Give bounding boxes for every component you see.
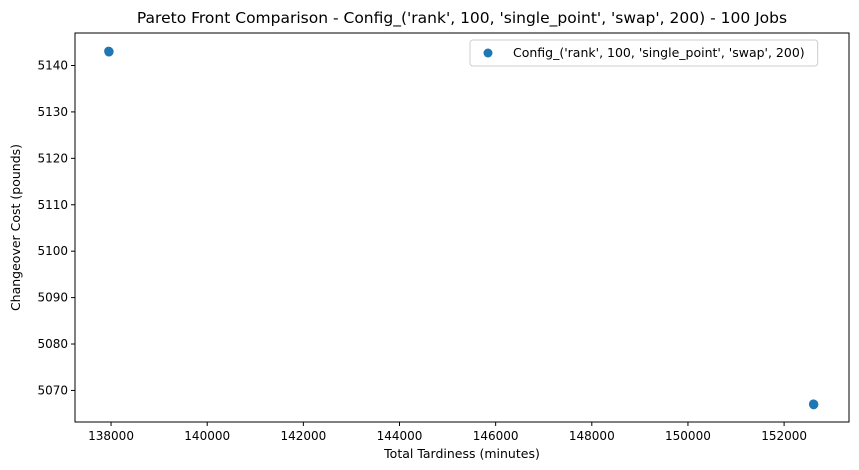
plot-frame bbox=[74, 32, 850, 423]
x-tick-label: 140000 bbox=[184, 429, 230, 443]
legend-entry-label: Config_('rank', 100, 'single_point', 'sw… bbox=[513, 45, 805, 60]
y-tick-label: 5070 bbox=[37, 383, 68, 397]
y-tick-label: 5090 bbox=[37, 291, 68, 305]
legend-marker bbox=[483, 48, 493, 58]
x-tick-label: 150000 bbox=[665, 429, 711, 443]
x-tick-label: 138000 bbox=[88, 429, 134, 443]
x-tick-label: 148000 bbox=[569, 429, 615, 443]
legend-box bbox=[469, 39, 819, 67]
x-tick-label: 146000 bbox=[473, 429, 519, 443]
data-points bbox=[104, 46, 819, 410]
y-tick-label: 5080 bbox=[37, 337, 68, 351]
data-point bbox=[104, 47, 114, 57]
x-tick-label: 152000 bbox=[761, 429, 807, 443]
y-axis-label: Changeover Cost (pounds) bbox=[8, 144, 23, 311]
y-tick-label: 5110 bbox=[37, 198, 68, 212]
legend: Config_('rank', 100, 'single_point', 'sw… bbox=[469, 39, 819, 67]
y-tick-label: 5140 bbox=[37, 58, 68, 72]
y-tick-label: 5130 bbox=[37, 105, 68, 119]
y-tick-label: 5100 bbox=[37, 244, 68, 258]
data-point bbox=[809, 400, 819, 410]
x-axis-label: Total Tardiness (minutes) bbox=[383, 446, 540, 461]
chart-title: Pareto Front Comparison - Config_('rank'… bbox=[137, 9, 787, 28]
y-tick-label: 5120 bbox=[37, 151, 68, 165]
x-tick-label: 144000 bbox=[377, 429, 423, 443]
x-tick-label: 142000 bbox=[280, 429, 326, 443]
axis-ticks: 138000 140000 142000 144000 146000 148000 1500… bbox=[37, 58, 807, 443]
